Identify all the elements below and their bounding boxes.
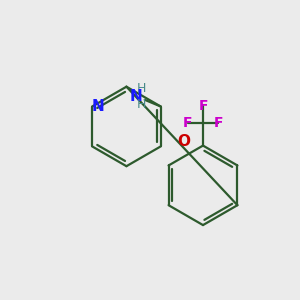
Text: O: O	[177, 134, 190, 149]
Text: F: F	[183, 116, 192, 130]
Text: N: N	[130, 89, 142, 104]
Text: H: H	[136, 98, 146, 111]
Text: F: F	[214, 116, 223, 130]
Text: N: N	[92, 99, 104, 114]
Text: F: F	[198, 99, 208, 113]
Text: H: H	[136, 82, 146, 94]
